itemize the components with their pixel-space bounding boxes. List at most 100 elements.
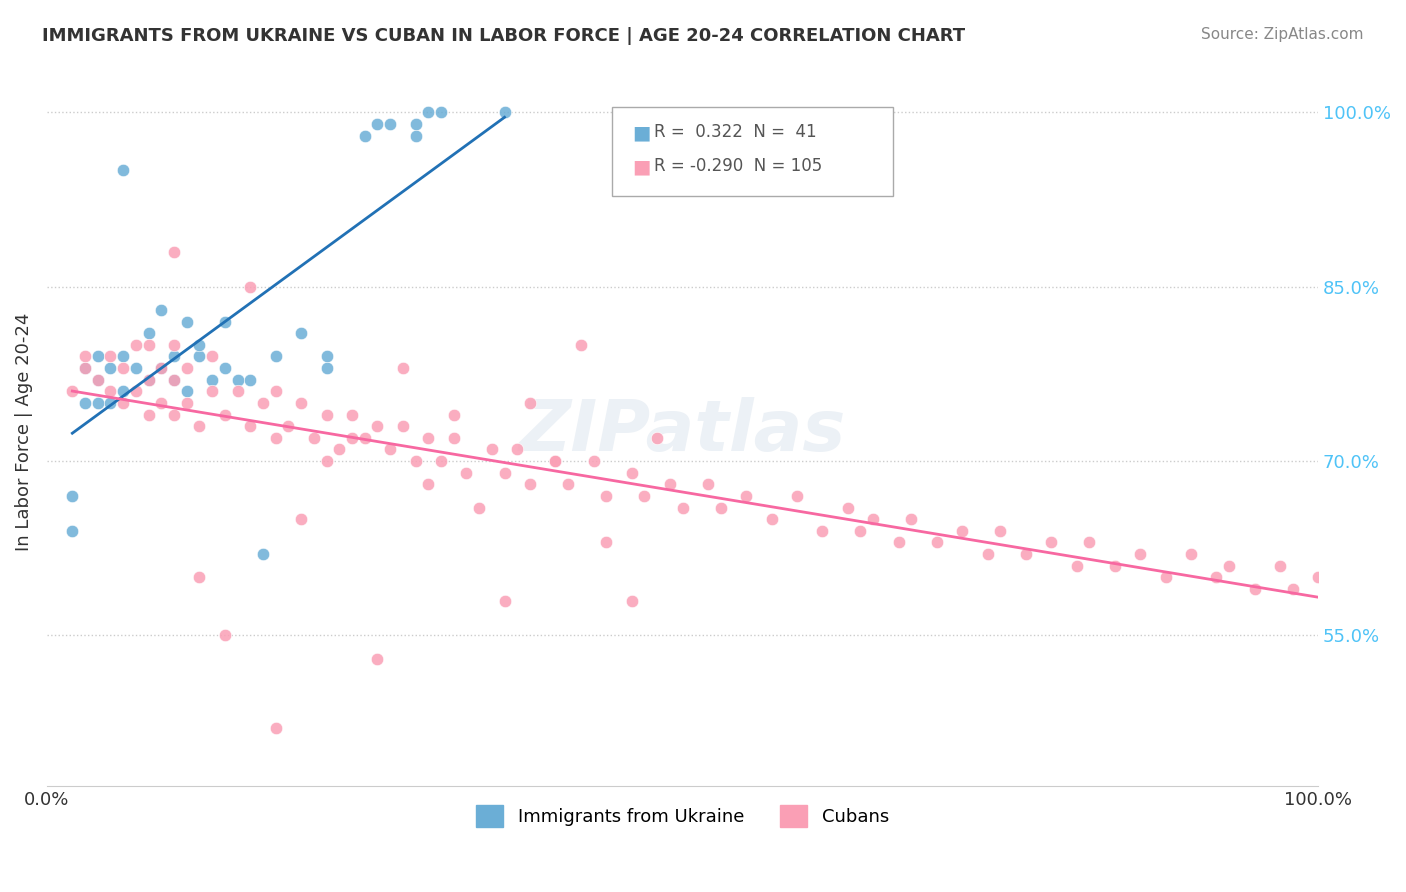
Point [226,373,249,387]
Point [214,314,236,328]
Point [1308,570,1330,584]
Point [138,338,160,352]
Point [138,326,160,340]
Point [506,442,529,457]
Point [1268,558,1291,573]
Point [176,314,198,328]
Point [138,373,160,387]
Y-axis label: In Labor Force | Age 20-24: In Labor Force | Age 20-24 [15,313,32,551]
Point [1154,570,1177,584]
Point [214,628,236,642]
Point [366,419,388,434]
Point [150,361,173,376]
Legend: Immigrants from Ukraine, Cubans: Immigrants from Ukraine, Cubans [468,797,896,834]
Point [315,350,337,364]
Point [264,350,287,364]
Text: Source: ZipAtlas.com: Source: ZipAtlas.com [1201,27,1364,42]
Point [201,384,224,399]
Point [125,384,148,399]
Point [188,350,211,364]
Point [112,163,135,178]
Point [73,350,96,364]
Point [697,477,720,491]
Point [569,338,592,352]
Point [468,500,491,515]
Point [277,419,299,434]
Point [786,489,808,503]
Text: ■: ■ [633,123,651,142]
Point [302,431,325,445]
Point [1066,558,1088,573]
Point [315,361,337,376]
Point [710,500,733,515]
Point [557,477,579,491]
Point [163,350,186,364]
Point [811,524,834,538]
Point [443,408,465,422]
Text: R =  0.322  N =  41: R = 0.322 N = 41 [654,123,817,141]
Point [658,477,681,491]
Point [481,442,503,457]
Point [290,326,312,340]
Point [73,361,96,376]
Point [188,570,211,584]
Point [1015,547,1038,561]
Point [290,396,312,410]
Point [239,373,262,387]
Point [340,408,363,422]
Point [73,361,96,376]
Point [392,419,415,434]
Point [226,384,249,399]
Point [87,350,110,364]
Point [887,535,910,549]
Point [595,535,617,549]
Point [138,408,160,422]
Point [1281,582,1303,596]
Point [443,431,465,445]
Point [620,593,643,607]
Point [353,431,375,445]
Point [73,396,96,410]
Point [976,547,998,561]
Point [100,396,122,410]
Point [239,419,262,434]
Point [264,431,287,445]
Text: ZIPatlas: ZIPatlas [519,398,846,467]
Point [112,350,135,364]
Point [366,117,388,131]
Point [163,373,186,387]
Point [1078,535,1101,549]
Point [163,373,186,387]
Point [494,466,516,480]
Point [494,593,516,607]
Point [418,477,440,491]
Point [1205,570,1227,584]
Point [950,524,973,538]
Point [264,722,287,736]
Point [405,454,427,468]
Point [264,384,287,399]
Point [201,373,224,387]
Point [100,384,122,399]
Point [150,396,173,410]
Point [290,512,312,526]
Point [328,442,350,457]
Point [252,396,274,410]
Point [418,105,440,120]
Text: R = -0.290  N = 105: R = -0.290 N = 105 [654,157,823,175]
Point [188,419,211,434]
Point [214,408,236,422]
Text: IMMIGRANTS FROM UKRAINE VS CUBAN IN LABOR FORCE | AGE 20-24 CORRELATION CHART: IMMIGRANTS FROM UKRAINE VS CUBAN IN LABO… [42,27,966,45]
Point [582,454,605,468]
Point [494,105,516,120]
Point [125,338,148,352]
Point [201,350,224,364]
Point [595,489,617,503]
Point [544,454,567,468]
Point [405,128,427,143]
Point [353,128,375,143]
Point [633,489,655,503]
Point [138,373,160,387]
Point [188,338,211,352]
Point [392,361,415,376]
